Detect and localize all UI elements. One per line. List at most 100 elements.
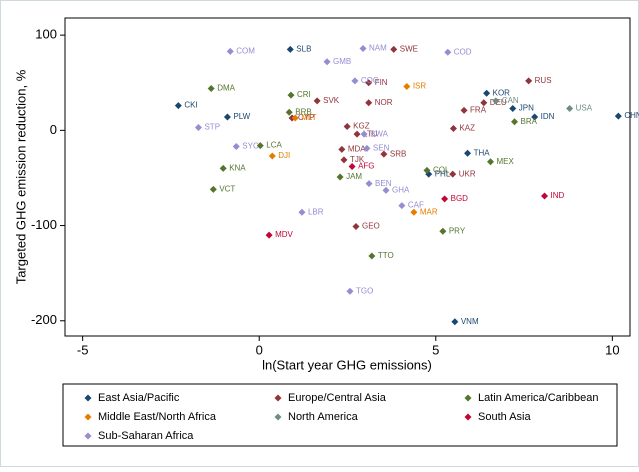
point-label: COM (236, 46, 255, 55)
point (531, 113, 539, 121)
legend-label: Latin America/Caribbean (478, 392, 598, 404)
point (368, 252, 376, 260)
legend-label: North America (288, 411, 359, 423)
point (492, 97, 500, 105)
point-label: UKR (459, 169, 476, 178)
point (449, 124, 457, 132)
point-label: CRI (297, 90, 311, 99)
point (323, 58, 331, 66)
point (226, 47, 234, 55)
point (444, 48, 452, 56)
point (439, 227, 447, 235)
y-tick-label: -100 (31, 217, 57, 232)
point (451, 318, 459, 326)
x-tick-label: 5 (432, 342, 439, 357)
legend-marker (464, 394, 472, 402)
point (359, 44, 367, 52)
point (207, 84, 215, 92)
point-label: GHA (392, 185, 410, 194)
point (541, 192, 549, 200)
point-label: LBR (308, 207, 324, 216)
point-label: BGD (451, 194, 469, 203)
point (348, 163, 356, 171)
point-label: FIN (375, 78, 388, 87)
point (360, 130, 368, 138)
point-label: MEX (497, 157, 515, 166)
point (351, 77, 359, 85)
point-label: NOR (375, 98, 393, 107)
point-label: SVK (323, 96, 340, 105)
point (287, 91, 295, 99)
point (174, 102, 182, 110)
point-label: USA (576, 104, 593, 113)
point (511, 118, 519, 126)
x-axis-label: ln(Start year GHG emissions) (262, 357, 432, 372)
point-label: KOR (493, 88, 511, 97)
point-label: DEU (490, 98, 507, 107)
point-label: MAR (420, 207, 438, 216)
point (363, 144, 371, 152)
point (338, 145, 346, 153)
point-label: DJI (278, 151, 290, 160)
point-label: GEO (362, 222, 380, 231)
point (483, 89, 491, 97)
point-label: TTO (378, 251, 394, 260)
point (382, 186, 390, 194)
point-label: CKI (184, 101, 197, 110)
point (343, 123, 351, 131)
point-label: BWA (370, 129, 389, 138)
point-label: VCT (219, 184, 235, 193)
point-label: MDV (275, 230, 293, 239)
point (336, 173, 344, 181)
x-tick-label: 10 (605, 342, 619, 357)
point-label: CHN (624, 111, 639, 120)
point-label: STP (204, 123, 220, 132)
point (256, 142, 264, 150)
point-label: KGZ (353, 122, 370, 131)
point (209, 185, 217, 193)
point (194, 123, 202, 131)
x-tick-label: 0 (256, 342, 263, 357)
point (365, 180, 373, 188)
point (441, 195, 449, 203)
point (566, 104, 574, 112)
point (614, 112, 622, 120)
legend (62, 383, 618, 447)
legend-label: Europe/Central Asia (288, 392, 387, 404)
point (291, 114, 299, 122)
point (460, 106, 468, 114)
y-tick-label: 100 (35, 27, 57, 42)
point-label: SEN (373, 144, 390, 153)
point-label: ISR (413, 82, 427, 91)
point-label: COG (361, 76, 379, 85)
point-label: TGO (356, 286, 373, 295)
legend-marker (84, 432, 92, 440)
point (286, 45, 294, 53)
plot-area (64, 17, 631, 337)
point (352, 223, 360, 231)
legend-label: South Asia (478, 411, 531, 423)
legend-marker (84, 413, 92, 421)
point (410, 208, 418, 216)
point-label: JAM (346, 172, 362, 181)
point (380, 150, 388, 158)
point-label: PHL (435, 169, 451, 178)
legend-label: Middle East/North Africa (98, 411, 217, 423)
point-label: PRY (449, 226, 466, 235)
point (223, 113, 231, 121)
point-label: IND (551, 191, 565, 200)
legend-label: East Asia/Pacific (98, 392, 180, 404)
x-tick-label: -5 (77, 342, 89, 357)
point (398, 202, 406, 210)
point (525, 77, 533, 85)
point-label: FRA (470, 105, 487, 114)
point-label: BEN (375, 179, 392, 188)
point (449, 170, 457, 178)
point (403, 83, 411, 91)
point-label: COD (454, 47, 472, 56)
point-label: LTU (363, 129, 378, 138)
point-label: VNM (461, 317, 479, 326)
point-label: CYP (298, 113, 314, 122)
point (298, 208, 306, 216)
